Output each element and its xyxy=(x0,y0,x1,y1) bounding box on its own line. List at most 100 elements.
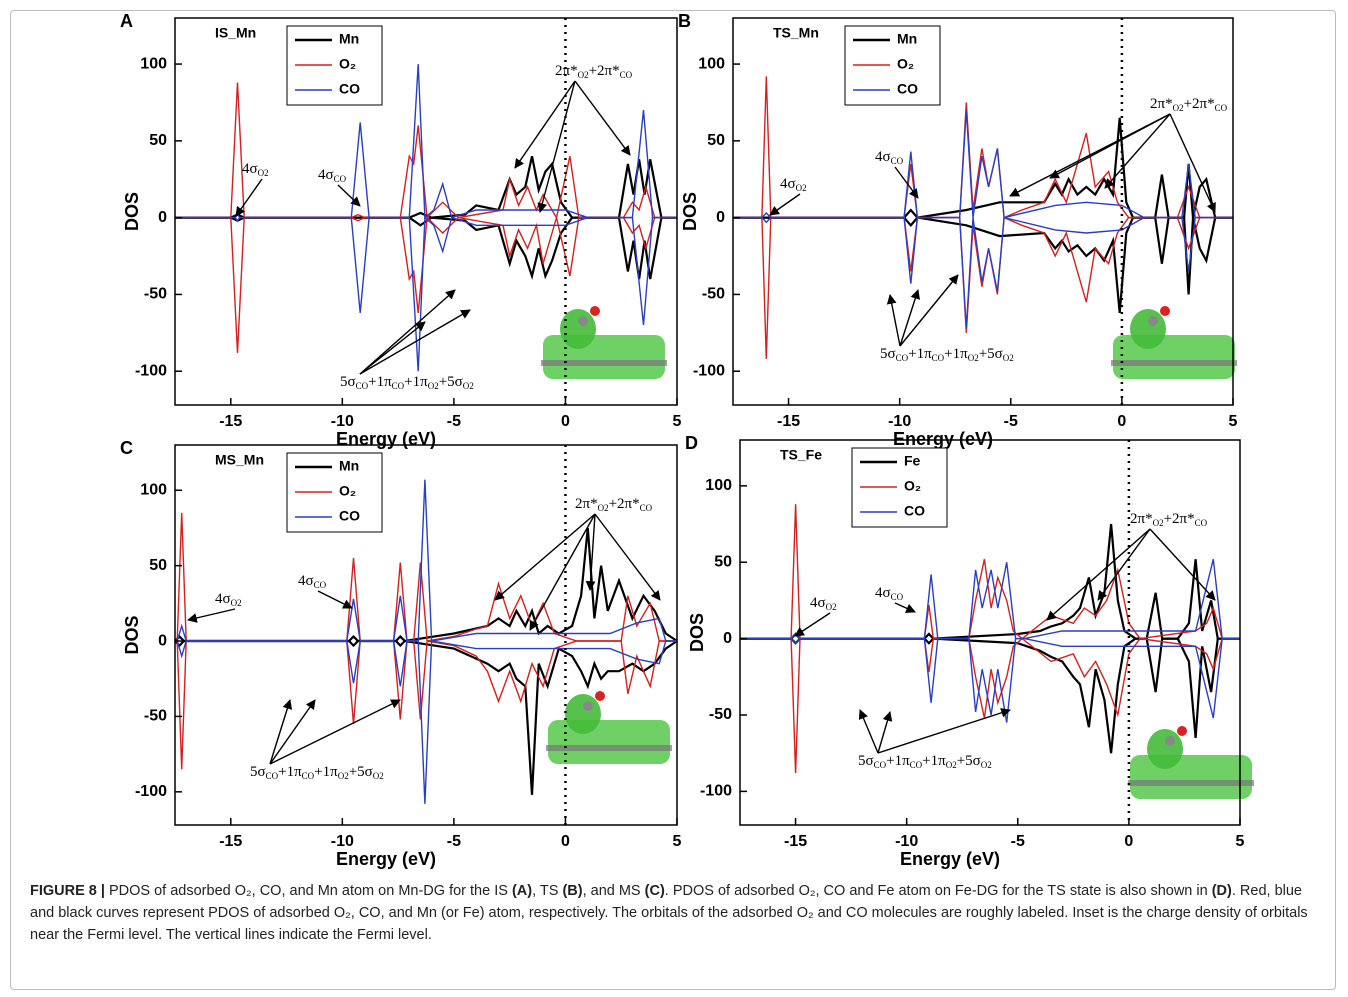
orbital-label: 4σO2 xyxy=(810,595,837,612)
label-part: CO xyxy=(392,381,405,391)
label-part: CO xyxy=(891,156,904,166)
legend-label: CO xyxy=(339,81,360,97)
x-tick-label: 0 xyxy=(1124,833,1133,850)
label-part: O2 xyxy=(258,168,269,178)
y-tick-label: 0 xyxy=(158,632,167,649)
page: -15-10-505-100-50050100Energy (eV)DOSAIS… xyxy=(0,0,1348,997)
y-tick-label: 100 xyxy=(705,477,732,494)
dos-curve xyxy=(175,218,677,353)
label-part: 5σ xyxy=(858,753,874,769)
caption-text: (A) xyxy=(512,883,532,899)
x-tick-label: -5 xyxy=(1011,833,1025,850)
label-part: +1π xyxy=(908,346,932,362)
orbital-label: 4σCO xyxy=(318,167,347,184)
annotation-arrow xyxy=(270,700,400,764)
caption-text: (D) xyxy=(1212,883,1232,899)
label-part: 4σ xyxy=(875,149,891,165)
label-part: +5σ xyxy=(439,374,463,390)
x-axis-title: Energy (eV) xyxy=(336,849,436,869)
y-axis-title: DOS xyxy=(680,192,700,231)
orbital-label: 5σCO+1πCO+1πO2+5σO2 xyxy=(880,346,1014,363)
label-part: +1π xyxy=(922,753,946,769)
caption-text: FIGURE 8 | xyxy=(30,883,105,899)
label-part: O2 xyxy=(373,771,384,781)
y-axis-title: DOS xyxy=(122,192,142,231)
label-part: 4σ xyxy=(780,176,796,192)
inset-atom xyxy=(1177,726,1187,736)
label-part: CO xyxy=(266,771,279,781)
orbital-label: 4σO2 xyxy=(215,591,242,608)
annotation-arrow xyxy=(530,514,595,630)
y-tick-label: 100 xyxy=(140,481,167,498)
annotation-arrow xyxy=(860,710,878,753)
inset-density xyxy=(1113,335,1235,379)
annotation-arrow xyxy=(318,591,352,608)
x-tick-label: -10 xyxy=(888,413,911,430)
x-tick-label: -10 xyxy=(331,413,354,430)
orbital-label: 4σO2 xyxy=(242,161,269,178)
y-tick-label: -100 xyxy=(700,783,732,800)
annotation-arrow xyxy=(890,295,900,346)
label-part: O2 xyxy=(946,760,957,770)
annotation-arrow xyxy=(878,712,890,753)
label-part: +1π xyxy=(368,374,392,390)
label-part: CO xyxy=(874,760,887,770)
label-part: +1π xyxy=(314,764,338,780)
annotation-arrow xyxy=(1098,529,1150,600)
x-axis-title: Energy (eV) xyxy=(900,849,1000,869)
label-part: 2π* xyxy=(575,496,598,512)
caption-text: , TS xyxy=(532,883,562,899)
label-part: 5σ xyxy=(880,346,896,362)
x-tick-label: -15 xyxy=(784,833,807,850)
orbital-label: 5σCO+1πCO+1πO2+5σO2 xyxy=(340,374,474,391)
legend-label: O₂ xyxy=(904,478,921,494)
orbital-label: 4σCO xyxy=(298,573,327,590)
label-part: CO xyxy=(334,174,347,184)
annotation-arrow xyxy=(900,290,918,346)
label-part: +2π* xyxy=(589,63,620,79)
annotation-arrow xyxy=(878,710,1010,753)
legend-label: O₂ xyxy=(897,56,914,72)
x-tick-label: 5 xyxy=(1229,413,1238,430)
orbital-label: 2π*O2+2π*CO xyxy=(555,63,633,80)
label-part: CO xyxy=(314,580,327,590)
label-part: +1π xyxy=(404,374,428,390)
label-part: 2π* xyxy=(1130,511,1153,527)
y-tick-label: -50 xyxy=(144,286,167,303)
label-part: +2π* xyxy=(1184,96,1215,112)
label-part: O2 xyxy=(428,381,439,391)
caption-text: (B) xyxy=(562,883,582,899)
x-axis-title: Energy (eV) xyxy=(893,429,993,449)
inset-density xyxy=(1147,729,1183,769)
label-part: 4σ xyxy=(810,595,826,611)
x-tick-label: -10 xyxy=(895,833,918,850)
label-part: +5σ xyxy=(349,764,373,780)
label-part: O2 xyxy=(826,602,837,612)
label-part: CO xyxy=(356,381,369,391)
label-part: +1π xyxy=(278,764,302,780)
label-part: 4σ xyxy=(242,161,258,177)
inset-atom xyxy=(595,691,605,701)
y-tick-label: 50 xyxy=(149,557,167,574)
label-part: 5σ xyxy=(250,764,266,780)
label-part: 2π* xyxy=(1150,96,1173,112)
inset-density xyxy=(560,309,596,349)
annotation-arrow xyxy=(1105,114,1170,188)
annotation-arrow xyxy=(495,514,595,600)
label-part: CO xyxy=(910,760,923,770)
inset-atom xyxy=(578,316,588,326)
inset-atom xyxy=(583,701,593,711)
y-tick-label: 0 xyxy=(716,209,725,226)
dos-curve xyxy=(733,118,1233,218)
x-tick-label: -5 xyxy=(447,833,461,850)
annotation-arrow xyxy=(188,609,235,620)
annotation-arrow xyxy=(540,81,575,212)
orbital-label: 4σCO xyxy=(875,149,904,166)
panel-letter: A xyxy=(120,11,133,31)
caption-text: (C) xyxy=(645,883,665,899)
y-tick-label: 50 xyxy=(149,132,167,149)
label-part: O2 xyxy=(1153,518,1164,528)
inset-atom xyxy=(590,306,600,316)
x-tick-label: -15 xyxy=(219,413,242,430)
annotation-arrow xyxy=(360,290,455,374)
